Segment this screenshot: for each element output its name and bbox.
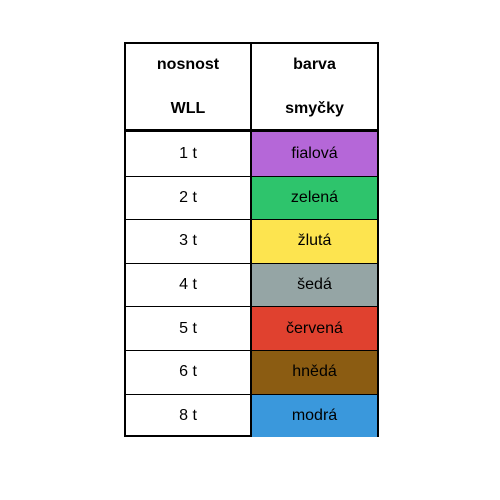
header-text: nosnost	[156, 56, 220, 73]
load-cell: 6 t	[126, 350, 252, 394]
load-cell: 8 t	[126, 393, 252, 438]
load-cell: 4 t	[126, 262, 252, 307]
header-text: smyčky	[285, 100, 344, 117]
color-cell: fialová	[252, 132, 377, 176]
header-cell: barva smyčky	[252, 44, 377, 130]
color-cell: hnědá	[252, 350, 377, 394]
header-text: barva	[293, 56, 336, 73]
load-cell: 3 t	[126, 219, 252, 263]
color-cell: zelená	[252, 175, 377, 220]
load-cell: 5 t	[126, 306, 252, 350]
header-rule	[126, 129, 377, 132]
load-cell: 2 t	[126, 175, 252, 220]
color-cell: šedá	[252, 262, 377, 307]
color-cell: modrá	[252, 393, 377, 438]
header-text: WLL	[170, 100, 206, 117]
color-cell: červená	[252, 306, 377, 350]
color-cell: žlutá	[252, 219, 377, 263]
table: nosnost WLL barva smyčky 1 t fialová 2 t ze…	[124, 42, 379, 438]
load-cell: 1 t	[126, 132, 252, 176]
header-cell: nosnost WLL	[126, 44, 252, 130]
